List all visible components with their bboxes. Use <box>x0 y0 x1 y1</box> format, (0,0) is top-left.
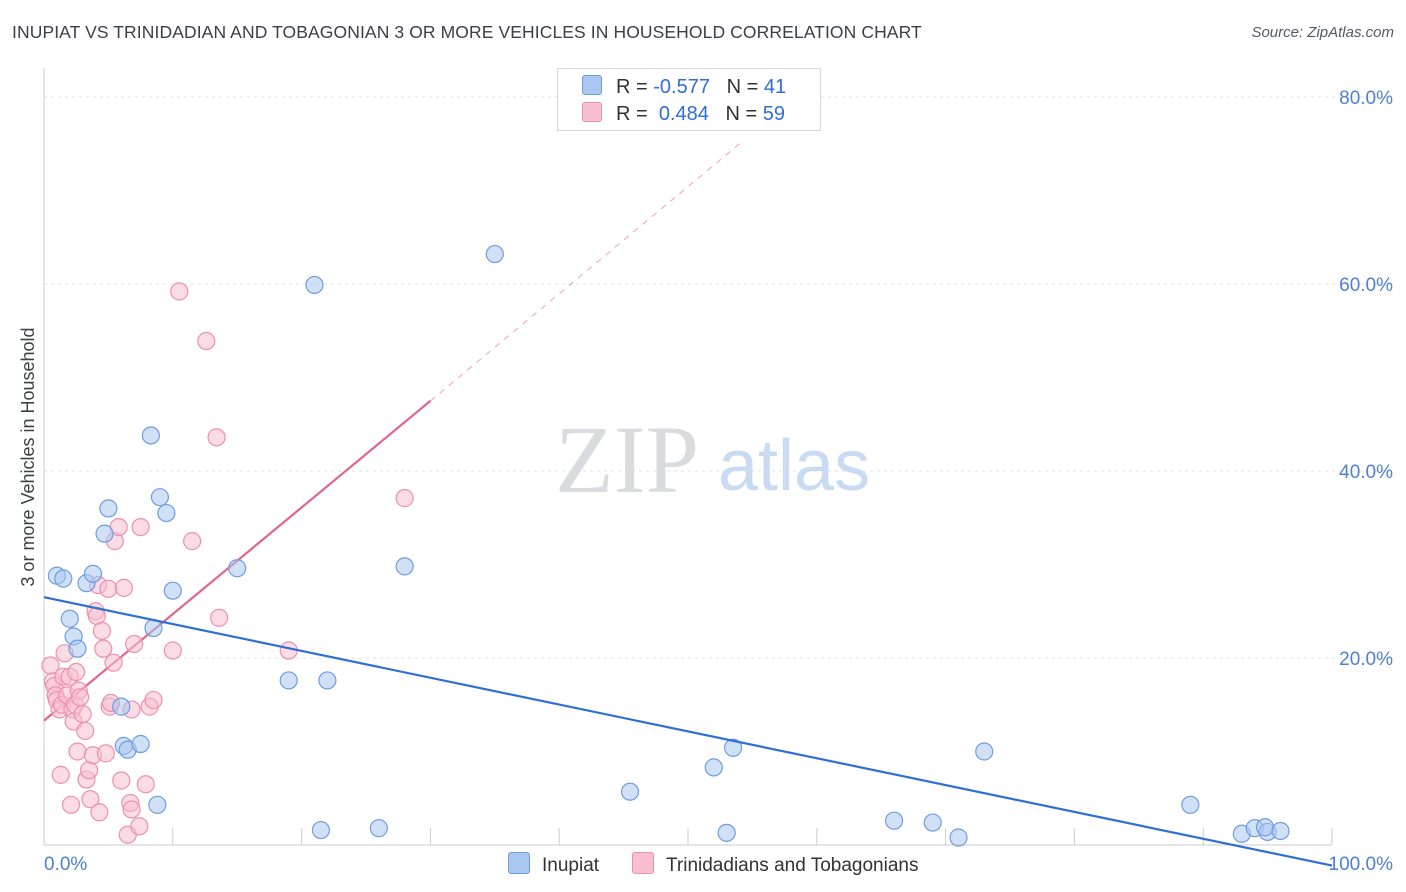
data-point-inupiat <box>305 275 324 295</box>
data-point-inupiat <box>704 758 723 777</box>
data-point-trinidadian <box>130 817 149 836</box>
points-inupiat <box>47 244 1290 847</box>
data-point-inupiat <box>311 820 331 840</box>
data-point-inupiat <box>148 795 167 814</box>
data-point-trinidadian <box>90 803 109 822</box>
data-point-inupiat <box>68 639 87 658</box>
data-point-inupiat <box>150 488 170 507</box>
data-point-inupiat <box>112 697 131 716</box>
data-point-trinidadian <box>79 761 99 780</box>
data-point-trinidadian <box>81 790 100 809</box>
y-axis-label: 3 or more Vehicles in Household <box>18 327 38 586</box>
data-point-trinidadian <box>144 690 163 710</box>
data-point-inupiat <box>395 557 414 576</box>
bottom-legend-trinidadian: Trinidadians and Tobagonians <box>632 852 918 877</box>
bottom-legend-swatch-trinidadian <box>632 852 654 874</box>
data-point-trinidadian <box>68 742 87 761</box>
trend-line <box>43 596 1333 867</box>
data-point-trinidadian <box>395 489 414 508</box>
data-point-inupiat <box>1271 821 1290 841</box>
data-point-inupiat <box>60 609 79 628</box>
data-point-inupiat <box>54 569 73 588</box>
data-point-trinidadian <box>76 721 95 741</box>
data-point-inupiat <box>1181 795 1200 814</box>
source-label: Source: ZipAtlas.com <box>1251 24 1394 41</box>
data-point-trinidadian <box>125 634 144 654</box>
legend-n-value-trinidadian: 59 <box>762 103 786 125</box>
data-point-inupiat <box>279 671 298 690</box>
data-point-trinidadian <box>61 795 81 814</box>
data-point-trinidadian <box>136 775 155 794</box>
legend-row-trinidadian: R = 0.484 N = 59 <box>582 102 785 126</box>
legend: R = -0.577 N = 41 R = 0.484 N = 59 <box>557 68 821 131</box>
bottom-legend-inupiat: Inupiat <box>508 852 599 877</box>
y-tick-label: 60.0% <box>1339 275 1393 296</box>
data-point-trinidadian <box>210 608 229 627</box>
data-point-inupiat <box>485 244 504 264</box>
trend-lines-inupiat <box>43 596 1333 867</box>
legend-n-value-inupiat: 41 <box>763 76 787 98</box>
data-point-inupiat <box>163 581 182 600</box>
bottom-legend-swatch-inupiat <box>508 852 530 874</box>
data-point-trinidadian <box>92 621 112 640</box>
x-tick-label-min: 0.0% <box>44 854 87 875</box>
data-point-inupiat <box>975 742 994 761</box>
data-point-inupiat <box>131 734 150 754</box>
trend-line-extension <box>430 143 740 402</box>
data-point-inupiat <box>141 426 161 445</box>
legend-r-value-inupiat: -0.577 <box>653 76 710 98</box>
data-point-trinidadian <box>104 653 123 672</box>
watermark-zip: ZIP <box>555 406 699 513</box>
data-point-trinidadian <box>183 532 202 551</box>
data-point-inupiat <box>884 811 904 830</box>
data-point-trinidadian <box>94 639 113 658</box>
axes <box>43 68 1333 846</box>
data-point-inupiat <box>923 813 942 832</box>
y-tick-label: 40.0% <box>1339 462 1393 483</box>
tick-labels: 20.0% 40.0% 60.0% 80.0% 0.0% 100.0% <box>44 88 1393 875</box>
data-point-trinidadian <box>99 579 118 598</box>
legend-swatch-trinidadian <box>582 102 602 122</box>
legend-swatch-inupiat <box>582 75 602 95</box>
data-point-inupiat <box>369 819 388 838</box>
data-point-trinidadian <box>67 662 86 682</box>
data-point-inupiat <box>723 738 743 757</box>
data-point-inupiat <box>157 503 176 523</box>
legend-r-value-trinidadian: 0.484 <box>658 103 709 125</box>
data-point-inupiat <box>620 782 640 801</box>
data-point-inupiat <box>95 524 114 543</box>
data-point-trinidadian <box>197 331 216 351</box>
data-point-inupiat <box>83 564 103 583</box>
legend-row-inupiat: R = -0.577 N = 41 <box>582 75 786 99</box>
data-point-inupiat <box>949 828 968 847</box>
data-point-inupiat <box>717 823 736 842</box>
data-point-inupiat <box>318 671 337 690</box>
data-point-trinidadian <box>122 800 141 819</box>
data-point-trinidadian <box>70 688 90 707</box>
data-point-trinidadian <box>170 282 189 301</box>
watermark-atlas: atlas <box>718 426 870 506</box>
watermark: ZIP atlas <box>555 406 870 513</box>
data-point-trinidadian <box>73 704 92 724</box>
data-point-inupiat <box>99 499 118 518</box>
data-point-trinidadian <box>51 765 70 784</box>
data-point-trinidadian <box>163 641 182 660</box>
data-point-trinidadian <box>96 744 115 763</box>
data-point-inupiat <box>1255 818 1275 837</box>
grid-lines <box>44 96 1392 659</box>
data-point-inupiat <box>228 559 247 578</box>
data-point-trinidadian <box>131 517 150 537</box>
x-tick-label-max: 100.0% <box>1329 854 1394 875</box>
data-point-trinidadian <box>114 578 133 597</box>
points-trinidadian <box>41 282 414 844</box>
y-tick-label: 80.0% <box>1339 88 1393 109</box>
data-point-trinidadian <box>112 771 131 790</box>
chart-title: INUPIAT VS TRINIDADIAN AND TOBAGONIAN 3 … <box>12 22 922 42</box>
data-point-trinidadian <box>207 428 226 447</box>
y-tick-label: 20.0% <box>1339 649 1393 670</box>
